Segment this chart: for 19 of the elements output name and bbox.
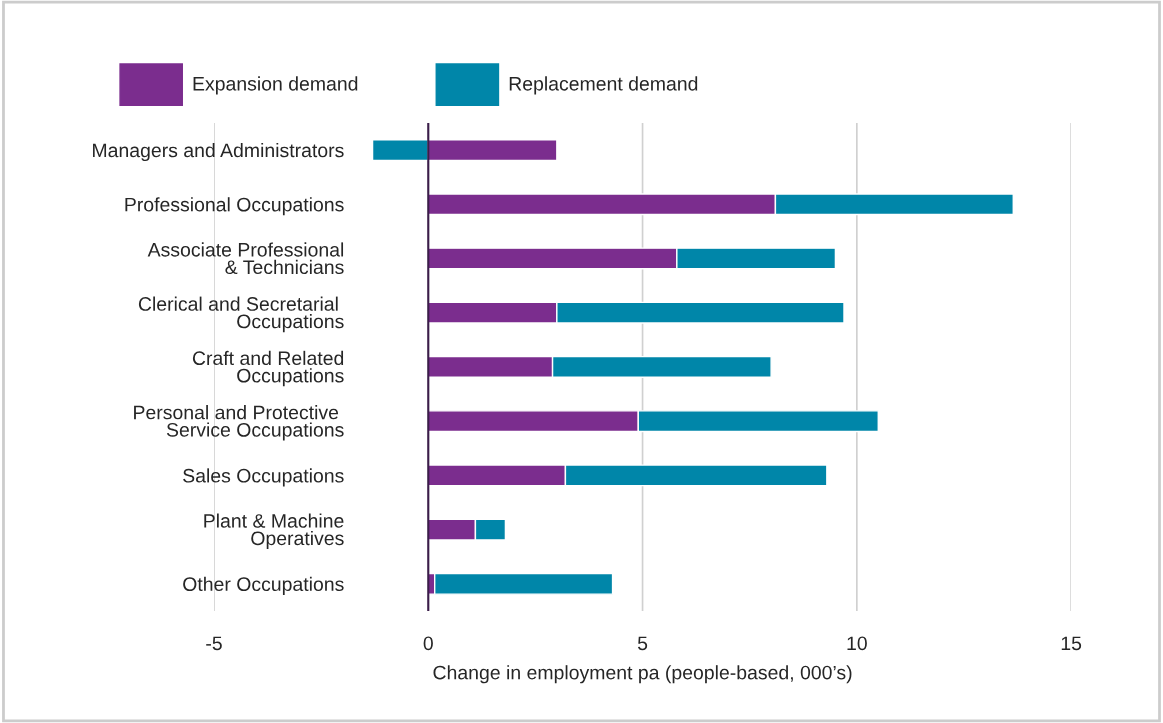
x-tick-label: 0 [423, 636, 433, 651]
y-tick-label: Other Occupations [183, 576, 344, 595]
y-tick-label: Professional Occupations [125, 197, 344, 216]
x-axis-title: Change in employment pa (people-based, 000’s) [433, 665, 852, 684]
y-tick-label: Personal and Protective Service Occupations [134, 405, 344, 441]
x-tick-label: 5 [637, 636, 648, 651]
x-tick-label: 10 [847, 636, 867, 651]
x-tick-label: -5 [206, 636, 222, 651]
y-tick-label: Sales Occupations [183, 468, 344, 487]
legend-label: Expansion demand [193, 76, 358, 95]
x-tick-label: 15 [1061, 636, 1082, 651]
y-tick-label: Managers and Administrators [93, 142, 344, 162]
y-tick-label: Clerical and Secretarial Occupations [138, 296, 344, 333]
legend-label: Replacement demand [509, 76, 698, 95]
y-tick-label: Associate Professional & Technicians [147, 242, 344, 275]
bar [371, 139, 429, 162]
bar [427, 139, 558, 162]
y-tick-label: Plant & Machine Operatives [204, 513, 344, 550]
y-tick-label: Craft and Related Occupations [192, 350, 344, 387]
